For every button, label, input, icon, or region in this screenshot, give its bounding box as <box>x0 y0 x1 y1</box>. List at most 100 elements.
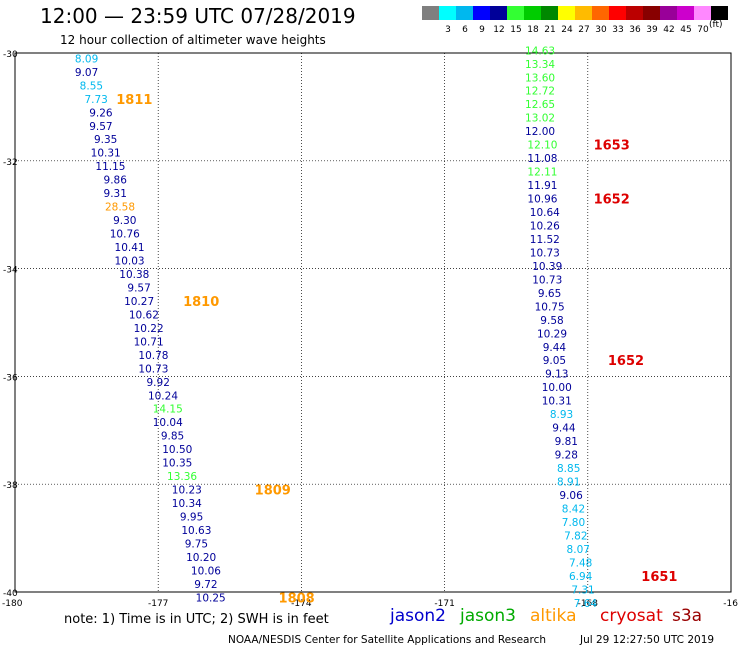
wave-height-point: 10.73 <box>530 247 560 259</box>
wave-height-point: 9.31 <box>104 188 127 200</box>
page-subtitle: 12 hour collection of altimeter wave hei… <box>60 33 326 47</box>
wave-height-point: 10.24 <box>148 390 178 402</box>
wave-height-point: 12.00 <box>525 126 555 138</box>
wave-height-point: 7.64 <box>574 598 598 610</box>
wave-height-point: 10.38 <box>119 269 149 281</box>
color-scale-swatch <box>507 6 524 20</box>
x-tick-label: -177 <box>148 599 168 609</box>
legend-jason3: jason3 <box>460 606 516 626</box>
wave-height-point: 7.73 <box>84 94 107 106</box>
wave-height-point: 9.57 <box>89 121 112 133</box>
wave-height-point: 8.85 <box>557 463 580 475</box>
x-tick-label: -171 <box>434 599 454 609</box>
y-tick-label: -32 <box>3 158 18 168</box>
wave-height-point: 11.52 <box>530 234 560 246</box>
color-scale-swatch <box>643 6 660 20</box>
plot-frame <box>14 52 732 593</box>
pass-time-label: 1808 <box>279 591 315 606</box>
color-scale-label: 15 <box>510 25 521 35</box>
color-scale-label: 39 <box>646 25 658 35</box>
wave-height-point: 10.63 <box>181 525 211 537</box>
color-scale-swatch <box>558 6 575 20</box>
color-scale-label: 24 <box>561 25 573 35</box>
wave-height-point: 9.86 <box>104 175 128 187</box>
color-scale-swatch <box>609 6 626 20</box>
footer-timestamp: Jul 29 12:27:50 UTC 2019 <box>580 634 715 646</box>
wave-height-point: 12.65 <box>525 99 555 111</box>
wave-height-point: 9.28 <box>555 450 578 462</box>
wave-height-point: 10.76 <box>110 229 140 241</box>
legend-s3a: s3a <box>672 606 703 626</box>
color-scale-swatch <box>524 6 541 20</box>
color-scale-swatch <box>490 6 507 20</box>
color-scale-label: 30 <box>595 25 607 35</box>
footer-note: note: 1) Time is in UTC; 2) SWH is in fe… <box>64 612 329 627</box>
wave-height-point: 10.22 <box>134 323 164 335</box>
pass-time-label: 1652 <box>594 193 630 208</box>
wave-height-point: 7.80 <box>562 517 585 529</box>
color-scale-label: 9 <box>479 25 485 35</box>
wave-height-point: 8.07 <box>567 544 590 556</box>
color-scale-swatch <box>592 6 609 20</box>
wave-height-point: 14.15 <box>153 404 183 416</box>
color-scale-swatch <box>575 6 592 20</box>
color-scale-unit: (ft) <box>709 20 723 30</box>
wave-height-point: 8.55 <box>80 80 103 92</box>
wave-height-point: 9.65 <box>538 288 561 300</box>
wave-height-point: 9.35 <box>94 134 117 146</box>
color-scale-label: 70 <box>697 25 709 35</box>
x-tick-label: -16 <box>723 599 738 609</box>
color-scale-swatch <box>660 6 677 20</box>
pass-time-label: 1811 <box>116 93 152 108</box>
color-scale-label: 12 <box>493 25 504 35</box>
wave-height-point: 9.05 <box>543 355 566 367</box>
wave-height-point: 10.64 <box>530 207 560 219</box>
wave-height-point: 13.36 <box>167 471 197 483</box>
wave-height-point: 9.72 <box>194 579 217 591</box>
wave-height-point: 10.06 <box>191 565 221 577</box>
color-scale-label: 3 <box>445 25 451 35</box>
wave-height-point: 9.06 <box>559 490 583 502</box>
wave-height-point: 6.94 <box>569 571 593 583</box>
color-scale: 3 6 9 12 15 18 21 24 27 30 33 36 39 42 45 70 <box>422 6 728 35</box>
color-scale-swatch <box>541 6 558 20</box>
wave-height-point: 9.26 <box>89 107 113 119</box>
y-tick-label: -40 <box>3 589 18 599</box>
wave-height-point: 11.91 <box>527 180 557 192</box>
footer-credit: NOAA/NESDIS Center for Satellite Applica… <box>228 634 546 646</box>
wave-height-point: 14.63 <box>525 45 555 57</box>
wave-height-chart: -30 -32 -34 -36 -38 -40-180 -177 -174 -171 -168 -1… <box>2 45 738 610</box>
color-scale-label: 6 <box>462 25 468 35</box>
wave-height-point: 10.50 <box>162 444 192 456</box>
pass-time-label: 1653 <box>594 139 630 154</box>
legend-altika: altika <box>530 606 577 626</box>
color-scale-swatch <box>473 6 490 20</box>
page-title: 12:00 — 23:59 UTC 07/28/2019 <box>40 4 356 28</box>
wave-height-point: 10.75 <box>535 301 565 313</box>
wave-height-point: 12.10 <box>527 140 557 152</box>
wave-height-point: 10.31 <box>91 148 121 160</box>
wave-height-point: 10.39 <box>532 261 562 273</box>
wave-height-point: 10.73 <box>138 363 168 375</box>
wave-height-point: 12.11 <box>527 167 557 179</box>
color-scale-swatch <box>456 6 473 20</box>
wave-height-point: 9.57 <box>127 282 150 294</box>
color-scale-swatch <box>677 6 694 20</box>
wave-height-point: 9.44 <box>552 423 576 435</box>
color-scale-label: 42 <box>663 25 674 35</box>
wave-height-point: 10.35 <box>162 458 192 470</box>
wave-height-point: 10.00 <box>542 382 572 394</box>
wave-height-point: 28.58 <box>105 202 135 214</box>
color-scale-label: 21 <box>544 25 555 35</box>
legend-jason2: jason2 <box>390 606 446 626</box>
wave-height-point: 8.09 <box>75 53 98 65</box>
wave-height-point: 9.58 <box>540 315 563 327</box>
color-scale-swatch <box>626 6 643 20</box>
wave-height-point: 10.96 <box>527 194 557 206</box>
color-scale-label: 18 <box>527 25 539 35</box>
x-tick-label: -174 <box>291 599 312 609</box>
wave-height-point: 10.34 <box>172 498 202 510</box>
wave-height-point: 10.29 <box>537 328 567 340</box>
pass-time-label: 1810 <box>183 295 219 310</box>
wave-height-point: 7.31 <box>571 584 594 596</box>
